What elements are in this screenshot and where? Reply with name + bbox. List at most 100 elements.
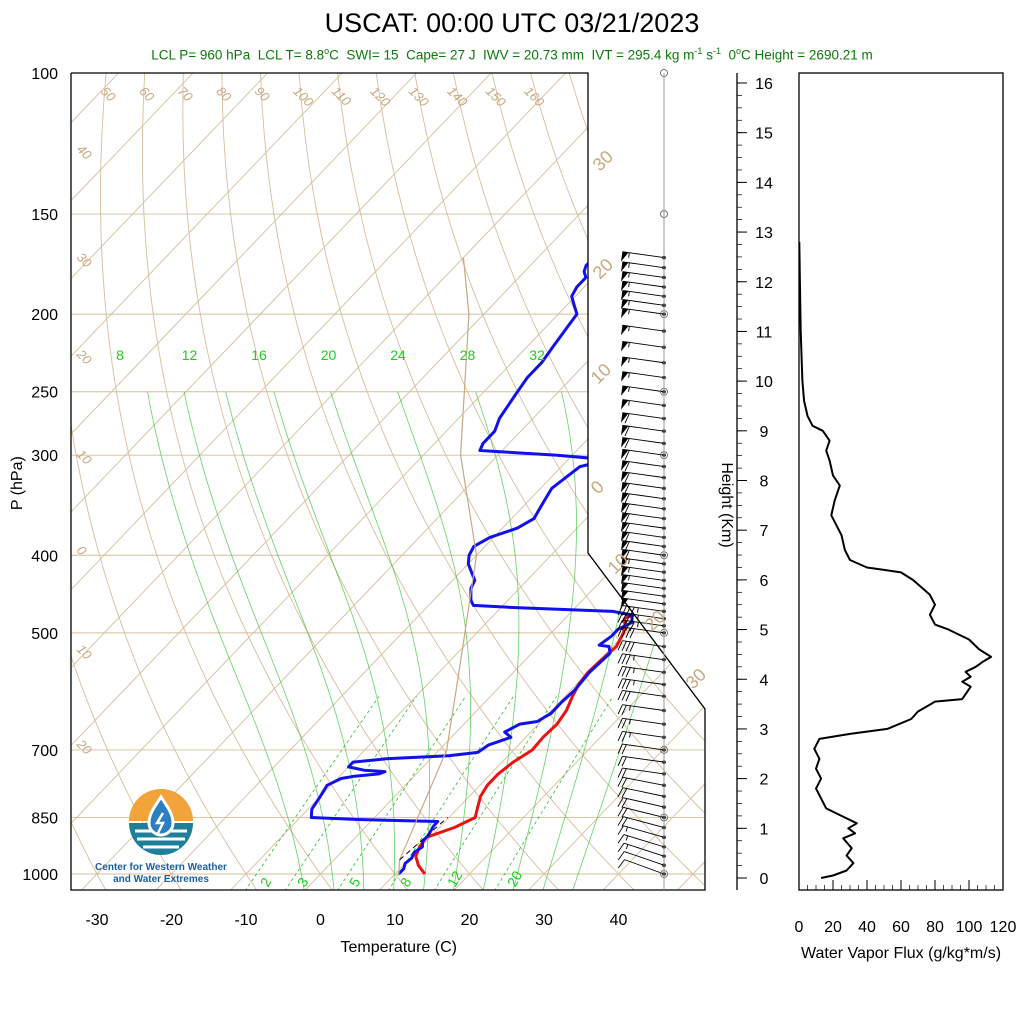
dry-adiabat-label: 10 <box>74 642 95 663</box>
wind-barb <box>621 280 666 292</box>
wind-barb-full <box>621 641 627 651</box>
wind-barb-half <box>628 357 630 363</box>
wind-barb-full <box>624 532 630 543</box>
wind-barb-full <box>624 461 630 472</box>
wind-barb-full <box>617 859 625 869</box>
moist-adiabat-line <box>512 391 577 890</box>
wind-barb-full <box>629 642 635 653</box>
wind-barb-full <box>624 450 630 460</box>
wind-barb <box>617 626 666 639</box>
wind-barb-half <box>629 732 631 738</box>
wind-barb-flag <box>621 271 629 282</box>
wind-barb-half <box>628 291 630 297</box>
wind-barb <box>621 540 666 552</box>
wind-barb <box>617 653 666 665</box>
wind-barb-half <box>625 844 629 850</box>
wind-barb-full <box>624 438 630 449</box>
pressure-tick-label: 400 <box>31 548 58 565</box>
wind-barb-full <box>625 620 631 631</box>
wind-barb-staff <box>622 730 665 738</box>
wind-barb-full <box>621 718 627 729</box>
moist-adiabat-line <box>225 391 365 890</box>
isotherm-line <box>71 73 492 890</box>
cw3e-logo: Center for Western Weather and Water Ext… <box>86 785 236 886</box>
wind-barb <box>621 448 666 460</box>
wind-barb-full <box>625 627 631 638</box>
height-tick-label: 12 <box>755 275 773 292</box>
wind-barb <box>621 471 666 483</box>
freezing-level-zero: 0 <box>728 47 736 63</box>
wind-barb <box>617 704 666 715</box>
wind-barb-full <box>625 691 631 702</box>
wind-barb-full <box>625 654 631 665</box>
wind-barb <box>617 730 666 742</box>
wind-barb-full <box>624 426 630 436</box>
wind-barb-flag <box>621 574 629 585</box>
isotherm-label: 20 <box>589 255 617 283</box>
moist-adiabat-label: 28 <box>460 347 476 363</box>
wind-barb-half <box>629 705 631 711</box>
height-tick-label: 8 <box>760 474 769 491</box>
wind-barb-full <box>621 731 627 742</box>
dry-adiabat-line <box>645 73 705 890</box>
wind-barb-staff <box>622 619 665 627</box>
wind-barb-full <box>624 503 630 514</box>
wind-barb <box>617 690 666 702</box>
wind-barb-staff <box>622 653 665 661</box>
wind-barb <box>617 619 666 632</box>
wind-barb-full <box>617 851 625 861</box>
wind-barb-staff <box>622 797 665 808</box>
wind-barb <box>621 589 666 601</box>
moist-adiabat-line <box>475 391 520 890</box>
moist-adiabat-label: 20 <box>321 347 337 363</box>
wind-barb <box>621 482 666 494</box>
dry-adiabat-line <box>71 73 183 890</box>
mixing-ratio-line <box>244 696 380 890</box>
dry-adiabat-label: 90 <box>252 84 273 105</box>
dry-adiabat-line <box>71 73 258 890</box>
wind-barb <box>617 787 666 799</box>
wind-barb-full <box>617 777 624 787</box>
moist-adiabat-line <box>330 391 431 890</box>
wind-barb <box>621 340 666 352</box>
dry-adiabat-label: 130 <box>406 84 432 110</box>
moist-adiabat-line <box>572 391 705 890</box>
wind-barb-flag <box>621 299 629 310</box>
wind-barb-full <box>617 825 625 835</box>
dry-adiabat-line <box>141 73 409 890</box>
chart-title: USCAT: 00:00 UTC 03/21/2023 <box>324 8 700 38</box>
lcl-temperature: LCL T= 8.8 <box>257 47 325 63</box>
wind-barb-full <box>621 605 627 616</box>
wind-barb <box>621 565 666 577</box>
wind-barb-staff <box>624 851 665 866</box>
temperature-tick-label: -30 <box>85 912 108 929</box>
wind-barb-flag <box>621 582 629 593</box>
wind-barb-full <box>624 523 630 533</box>
wind-barb-half <box>628 386 630 392</box>
wind-barb-full <box>624 541 630 552</box>
wind-barb-flag <box>621 399 629 410</box>
wind-barb-full <box>617 666 623 677</box>
dry-adiabat-label: 20 <box>73 346 95 368</box>
wind-barb-full <box>617 767 623 778</box>
dry-adiabat-label: 160 <box>521 84 547 110</box>
wind-barb-full <box>617 842 625 853</box>
wind-barb <box>621 385 666 396</box>
wind-barb-full <box>621 666 627 677</box>
wind-barb-flag <box>621 557 629 568</box>
dry-adiabat-line <box>568 73 705 890</box>
mixing-ratio-label: 3 <box>294 875 312 890</box>
height-tick-label: 14 <box>755 175 773 192</box>
wind-barb-flag <box>621 460 629 471</box>
wind-barb-half <box>628 342 630 348</box>
wind-barb-half <box>629 719 631 725</box>
pressure-tick-label: 500 <box>31 626 58 643</box>
wind-barb-full <box>621 690 627 701</box>
lcl-temperature-unit: C <box>329 47 339 63</box>
wind-barb-flag <box>621 281 629 292</box>
wind-barb-full <box>621 744 627 755</box>
dry-adiabat-label: 120 <box>367 84 393 110</box>
wind-barb-full <box>617 619 623 630</box>
moist-adiabat-label: 16 <box>251 347 267 363</box>
